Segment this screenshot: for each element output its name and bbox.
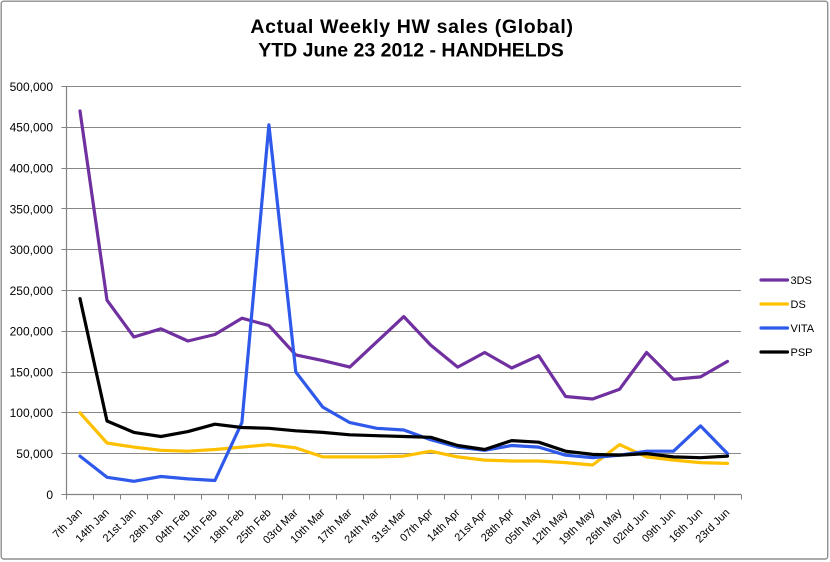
svg-text:50,000: 50,000 bbox=[16, 447, 53, 461]
svg-text:400,000: 400,000 bbox=[10, 162, 54, 176]
svg-text:DS: DS bbox=[791, 299, 806, 311]
svg-text:PSP: PSP bbox=[791, 347, 813, 359]
svg-text:200,000: 200,000 bbox=[10, 325, 54, 339]
svg-text:100,000: 100,000 bbox=[10, 406, 54, 420]
svg-text:3DS: 3DS bbox=[791, 275, 812, 287]
svg-text:0: 0 bbox=[46, 488, 53, 502]
svg-text:150,000: 150,000 bbox=[10, 365, 54, 379]
svg-text:250,000: 250,000 bbox=[10, 284, 54, 298]
svg-text:500,000: 500,000 bbox=[10, 80, 54, 94]
svg-text:350,000: 350,000 bbox=[10, 202, 54, 216]
svg-text:YTD June 23 2012 - HANDHELDS: YTD June 23 2012 - HANDHELDS bbox=[258, 40, 564, 62]
svg-text:450,000: 450,000 bbox=[10, 121, 54, 135]
svg-text:VITA: VITA bbox=[791, 323, 815, 335]
svg-text:300,000: 300,000 bbox=[10, 243, 54, 257]
svg-text:Actual Weekly HW sales (Global: Actual Weekly HW sales (Global) bbox=[250, 16, 573, 38]
